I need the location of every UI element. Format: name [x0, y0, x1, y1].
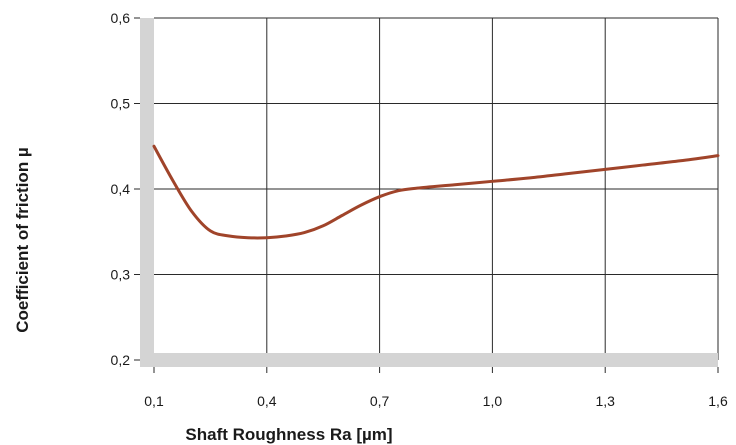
- y-tick-label: 0,5: [111, 96, 131, 112]
- y-tick-label: 0,3: [111, 267, 131, 283]
- x-tick-label: 1,6: [708, 393, 728, 409]
- y-axis-title: Coefficient of friction µ: [13, 147, 32, 332]
- y-tick-label: 0,6: [111, 10, 131, 26]
- y-tick-label: 0,2: [111, 352, 131, 368]
- grid-lines: [154, 17, 719, 360]
- x-axis-title: Shaft Roughness Ra [µm]: [185, 425, 392, 444]
- tick-labels: 0,2 0,3 0,4 0,5 0,6 0,1 0,4 0,7 1,0 1,3 1,6: [111, 10, 728, 409]
- y-axis-band: [140, 18, 154, 367]
- axis-bands: [140, 18, 718, 367]
- x-tick-label: 1,3: [595, 393, 615, 409]
- x-tick-label: 1,0: [483, 393, 503, 409]
- friction-curve: [152, 144, 720, 240]
- y-tick-label: 0,4: [111, 181, 131, 197]
- x-tick-label: 0,4: [257, 393, 277, 409]
- series-layer: [152, 144, 720, 240]
- x-tick-label: 0,7: [370, 393, 390, 409]
- x-tick-label: 0,1: [144, 393, 164, 409]
- x-axis-band: [140, 353, 718, 367]
